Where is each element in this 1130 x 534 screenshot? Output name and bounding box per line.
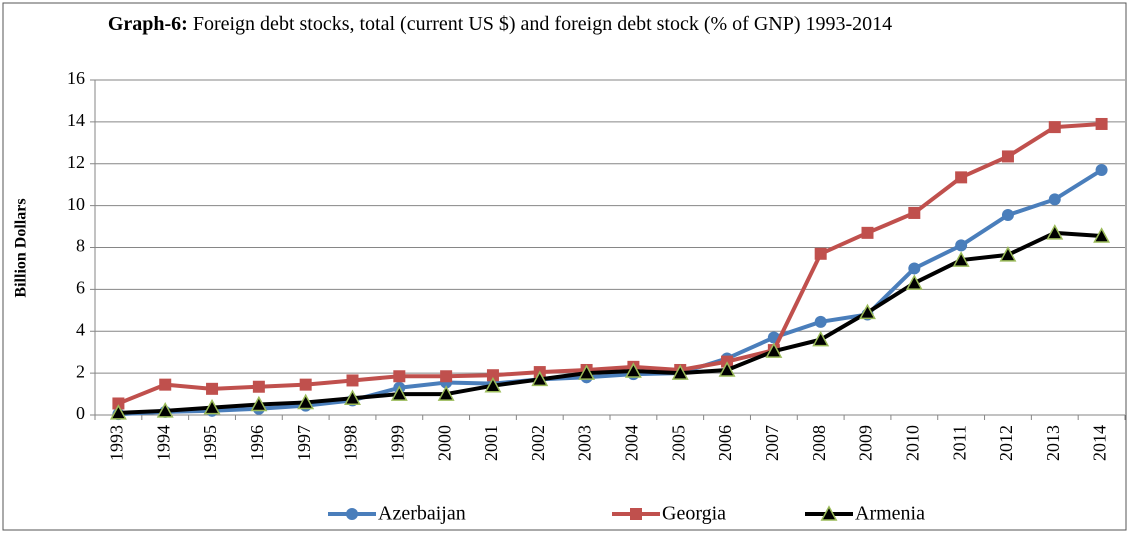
- marker: [1001, 150, 1014, 163]
- marker: [1093, 227, 1111, 243]
- marker: [955, 171, 968, 184]
- legend-label: Azerbaijan: [378, 503, 466, 525]
- y-tick-label: 12: [67, 152, 85, 172]
- title-text: Foreign debt stocks, total (current US $…: [192, 13, 893, 35]
- y-tick-label: 8: [76, 236, 85, 256]
- marker: [820, 505, 838, 521]
- x-tick-label: 2006: [715, 425, 735, 461]
- marker: [484, 376, 502, 393]
- y-tick-label: 14: [67, 110, 85, 130]
- x-tick-label: 2003: [575, 425, 595, 461]
- marker: [109, 404, 127, 420]
- marker: [908, 262, 921, 275]
- marker: [861, 226, 874, 239]
- marker: [112, 397, 125, 410]
- marker: [203, 398, 221, 415]
- series-line: [118, 168, 1103, 417]
- y-tick-label: 0: [76, 403, 85, 423]
- marker: [765, 342, 783, 358]
- marker: [252, 380, 265, 393]
- marker: [814, 315, 827, 328]
- series-line: [118, 230, 1102, 415]
- marker: [250, 395, 268, 412]
- y-tick-label: 10: [67, 194, 85, 214]
- marker: [206, 382, 219, 395]
- marker: [346, 374, 359, 387]
- title-label: Graph-6:: [107, 13, 188, 35]
- marker: [486, 369, 499, 382]
- x-tick-label: 2004: [622, 425, 642, 461]
- marker: [1095, 117, 1108, 130]
- x-tick-label: 1993: [107, 425, 127, 461]
- marker: [299, 378, 312, 391]
- x-tick-label: 2011: [949, 425, 969, 460]
- marker: [1095, 164, 1108, 177]
- x-tick-label: 1997: [294, 425, 314, 461]
- marker: [1046, 224, 1064, 240]
- x-tick-label: 2014: [1090, 425, 1110, 461]
- marker: [908, 206, 921, 219]
- y-tick-label: 2: [76, 361, 85, 381]
- x-tick-label: 1996: [247, 425, 267, 461]
- x-tick-label: 2005: [668, 425, 688, 461]
- y-tick-label: 16: [67, 68, 85, 88]
- marker: [905, 274, 923, 290]
- marker: [440, 370, 453, 383]
- x-tick-label: 1998: [341, 425, 361, 461]
- x-tick-label: 2012: [996, 425, 1016, 461]
- x-tick-label: 2008: [809, 425, 829, 461]
- marker: [812, 330, 830, 347]
- x-tick-label: 2007: [762, 425, 782, 461]
- marker: [718, 361, 736, 377]
- marker: [346, 508, 358, 520]
- x-tick-label: 2002: [528, 425, 548, 461]
- marker: [952, 251, 970, 267]
- x-tick-label: 2009: [856, 425, 876, 461]
- marker: [390, 385, 408, 401]
- x-tick-label: 1995: [200, 425, 220, 461]
- marker: [297, 393, 315, 410]
- x-tick-label: 2000: [434, 425, 454, 461]
- marker: [859, 303, 876, 320]
- x-tick-label: 1994: [153, 425, 173, 461]
- marker: [159, 378, 172, 391]
- chart-title: Graph-6: Foreign debt stocks, total (cur…: [60, 12, 940, 36]
- marker: [437, 385, 455, 401]
- x-tick-label: 2010: [902, 425, 922, 461]
- marker: [671, 364, 689, 380]
- marker: [624, 362, 642, 378]
- marker: [1001, 209, 1014, 222]
- y-tick-label: 6: [76, 278, 85, 298]
- legend-label: Armenia: [855, 503, 925, 525]
- y-axis-label: Billion Dollars: [13, 198, 30, 297]
- x-tick-label: 1999: [387, 425, 407, 461]
- marker: [1048, 121, 1061, 134]
- marker: [344, 389, 361, 405]
- x-tick-label: 2013: [1043, 425, 1063, 461]
- marker: [156, 402, 174, 418]
- marker: [578, 364, 596, 380]
- marker: [1048, 193, 1061, 206]
- marker: [999, 246, 1017, 262]
- marker: [630, 508, 642, 520]
- series-line: [117, 121, 1102, 406]
- marker: [531, 370, 549, 387]
- y-tick-label: 4: [76, 319, 85, 339]
- marker: [393, 370, 406, 383]
- marker: [955, 239, 968, 252]
- marker: [814, 247, 827, 260]
- legend-label: Georgia: [662, 503, 726, 525]
- x-tick-label: 2001: [481, 425, 501, 461]
